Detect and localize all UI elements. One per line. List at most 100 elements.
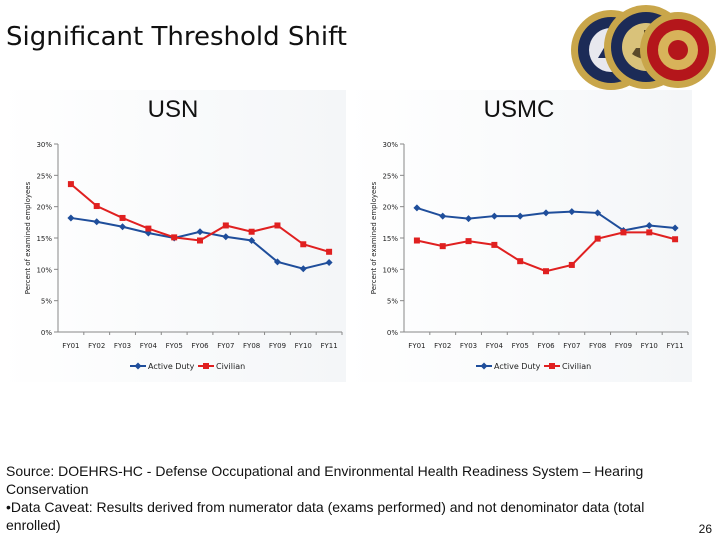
usmc-series-active-duty-point <box>568 208 576 216</box>
usn-y-tick-label: 10% <box>36 266 52 274</box>
usn-series-civilian-point <box>300 241 307 248</box>
usmc-chart: 0% 5% 10% 15% 20% 25% 30% Percent of examined e… <box>370 141 689 371</box>
usn-series-active-duty-point <box>299 265 307 273</box>
usn-series-active-duty-point <box>248 237 256 245</box>
usmc-series-civilian-point <box>517 258 524 265</box>
usn-x-tick-label: FY05 <box>166 342 183 350</box>
usn-x-tick-label: FY10 <box>295 342 312 350</box>
usn-legend-civilian-swatch-marker <box>203 363 209 369</box>
usn-series-civilian-point <box>171 234 178 241</box>
usmc-series-civilian-point <box>594 235 601 242</box>
usn-series-civilian-point <box>274 222 281 229</box>
usmc-y-tick-label: 20% <box>382 204 398 212</box>
usn-chart-panel: USN 0% 5% 10% 15% 20% 25% 30% Percent of examin… <box>0 90 346 382</box>
usmc-x-tick-label: FY09 <box>615 342 632 350</box>
usmc-y-axis-label: Percent of examined employees <box>370 181 378 294</box>
usmc-x-tick-label: FY02 <box>434 342 451 350</box>
usmc-series-active-duty-point <box>542 209 550 217</box>
usmc-series-civilian-point <box>568 261 575 268</box>
usmc-series-civilian-point <box>646 229 653 236</box>
usn-series-civilian-point <box>119 214 126 221</box>
usn-y-axis-label: Percent of examined employees <box>24 181 32 294</box>
usn-series-civilian-point <box>248 228 255 235</box>
usn-series-active-duty-point <box>119 223 127 231</box>
usmc-series-civilian-point <box>491 241 498 248</box>
usn-legend-civilian-label: Civilian <box>216 362 245 371</box>
slide-title: Significant Threshold Shift <box>6 22 347 52</box>
usmc-y-tick-label: 0% <box>387 329 398 337</box>
usmc-y-tick-label: 5% <box>387 298 398 306</box>
usmc-series-civilian-point <box>620 229 627 236</box>
usn-series-active-duty-point <box>67 214 75 222</box>
usmc-x-tick-label: FY03 <box>460 342 477 350</box>
usn-y-tick-label: 25% <box>36 172 52 180</box>
usmc-series-civilian-point <box>672 236 679 243</box>
usn-y-tick-label: 5% <box>41 298 52 306</box>
usn-series-active-duty-point <box>196 228 204 236</box>
usn-x-tick-label: FY03 <box>114 342 131 350</box>
usmc-series-active-duty-point <box>465 215 473 223</box>
usmc-x-tick-label: FY01 <box>408 342 425 350</box>
usn-series-active-duty-point <box>273 258 281 266</box>
usmc-x-tick-label: FY05 <box>512 342 529 350</box>
page-number: 26 <box>698 522 712 536</box>
usmc-series-active-duty-point <box>490 212 498 220</box>
usmc-x-tick-label: FY07 <box>563 342 580 350</box>
usmc-x-tick-label: FY04 <box>486 342 504 350</box>
usmc-series-civilian-point <box>439 243 446 250</box>
usn-series-civilian-point <box>93 203 100 210</box>
data-caveat-line: •Data Caveat: Results derived from numer… <box>6 499 645 533</box>
usmc-series-civilian-line <box>416 231 676 273</box>
usn-series-civilian-point <box>326 248 333 255</box>
usn-x-tick-label: FY08 <box>243 342 260 350</box>
usmc-y-tick-label: 10% <box>382 266 398 274</box>
usmc-y-tick-label: 30% <box>382 141 398 149</box>
usn-series-civilian-point <box>222 222 229 229</box>
usn-chart: 0% 5% 10% 15% 20% 25% 30% Percent of examined e… <box>24 141 343 371</box>
usn-x-tick-label: FY06 <box>191 342 209 350</box>
source-line: Source: DOEHRS-HC - Defense Occupational… <box>6 463 644 497</box>
marine-corps-seal-icon <box>640 12 716 88</box>
usn-x-tick-label: FY09 <box>269 342 286 350</box>
usmc-series-active-duty-point <box>413 204 421 212</box>
usmc-x-tick-label: FY06 <box>537 342 555 350</box>
usn-series-civilian-point <box>145 225 152 232</box>
usn-x-tick-label: FY04 <box>140 342 158 350</box>
usn-x-tick-label: FY11 <box>320 342 337 350</box>
usmc-series-active-duty-point <box>516 212 524 220</box>
usn-x-tick-label: FY01 <box>62 342 79 350</box>
seals-group <box>571 5 716 90</box>
usmc-legend-active-duty-label: Active Duty <box>494 362 541 371</box>
usmc-series-civilian-point <box>413 237 420 244</box>
usmc-x-tick-label: FY11 <box>666 342 683 350</box>
usn-series-active-duty-point <box>325 258 333 266</box>
usn-y-tick-label: 0% <box>41 329 52 337</box>
usn-legend-active-duty-label: Active Duty <box>148 362 195 371</box>
usmc-legend-civilian-label: Civilian <box>562 362 591 371</box>
usmc-legend-civilian-swatch-marker <box>549 363 555 369</box>
usn-series-active-duty-point <box>93 218 101 226</box>
usn-x-tick-label: FY07 <box>217 342 234 350</box>
usn-chart-title: USN <box>147 96 199 123</box>
usn-legend-active-duty-swatch-marker <box>134 362 142 370</box>
usn-series-civilian-point <box>67 181 74 188</box>
usn-y-tick-label: 30% <box>36 141 52 149</box>
usmc-series-active-duty-point <box>645 221 653 229</box>
usmc-x-tick-label: FY08 <box>589 342 606 350</box>
usmc-x-tick-label: FY10 <box>641 342 658 350</box>
usn-series-active-duty-point <box>222 233 230 241</box>
usmc-chart-panel: USMC 0% 5% 10% 15% 20% 25% 30% Percent of exami… <box>346 90 692 382</box>
usn-y-tick-label: 20% <box>36 204 52 212</box>
usmc-series-active-duty-point <box>594 209 602 217</box>
source-notes: Source: DOEHRS-HC - Defense Occupational… <box>6 462 686 534</box>
usmc-series-active-duty-point <box>439 212 447 220</box>
usmc-y-tick-label: 15% <box>382 235 398 243</box>
usmc-series-civilian-point <box>543 268 549 275</box>
usmc-series-civilian-point <box>465 238 472 245</box>
usmc-y-tick-label: 25% <box>382 172 398 180</box>
usmc-series-active-duty-point <box>671 224 679 232</box>
usmc-legend-active-duty-swatch-marker <box>480 362 488 370</box>
usn-y-tick-label: 15% <box>36 235 52 243</box>
usn-series-civilian-point <box>197 237 203 244</box>
usn-x-tick-label: FY02 <box>88 342 105 350</box>
